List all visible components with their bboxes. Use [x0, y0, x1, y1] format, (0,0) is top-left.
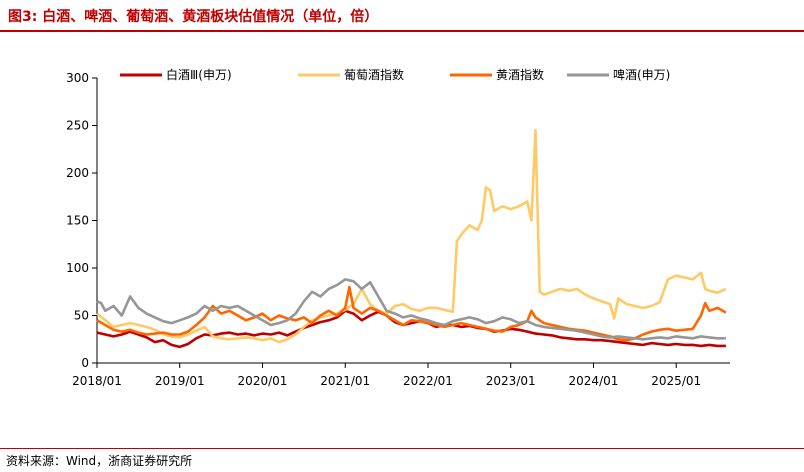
legend-label: 黄酒指数 — [496, 67, 544, 82]
source-note: 资料来源：Wind，浙商证券研究所 — [6, 454, 193, 468]
figure-title: 图3: 白酒、啤酒、葡萄酒、黄酒板块估值情况（单位，倍） — [8, 9, 379, 25]
x-tick-label: 2019/01 — [155, 374, 205, 388]
x-tick-label: 2018/01 — [72, 374, 122, 388]
legend-label: 白酒Ⅲ(申万) — [166, 67, 232, 82]
x-tick-label: 2023/01 — [486, 374, 536, 388]
y-tick-label: 100 — [66, 261, 89, 275]
x-tick-label: 2020/01 — [238, 374, 288, 388]
y-tick-label: 50 — [74, 309, 89, 323]
series-line — [96, 278, 726, 341]
x-tick-label: 2025/01 — [651, 374, 701, 388]
y-tick-label: 150 — [66, 214, 89, 228]
y-tick-label: 0 — [81, 356, 89, 370]
y-tick-label: 250 — [66, 119, 89, 133]
series-line — [96, 309, 726, 349]
y-tick-label: 300 — [66, 71, 89, 85]
legend-label: 啤酒(申万) — [613, 67, 670, 82]
x-tick-label: 2021/01 — [320, 374, 370, 388]
series-line — [96, 285, 727, 342]
legend-label: 葡萄酒指数 — [344, 67, 404, 82]
y-tick-label: 200 — [66, 166, 89, 180]
series-line — [96, 129, 727, 344]
title-divider — [0, 30, 804, 32]
x-tick-label: 2024/01 — [569, 374, 619, 388]
x-tick-label: 2022/01 — [403, 374, 453, 388]
source-divider — [0, 448, 804, 449]
